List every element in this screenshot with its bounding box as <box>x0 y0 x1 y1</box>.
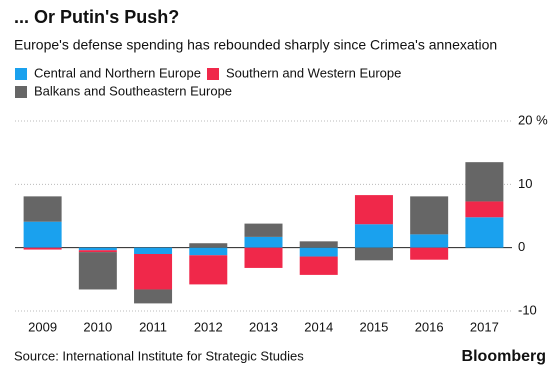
bar-segment <box>244 223 283 237</box>
bar-segment <box>354 247 393 261</box>
chart-title: ... Or Putin's Push? <box>14 7 179 27</box>
bar-segment <box>299 256 338 275</box>
x-tick-label: 2012 <box>194 319 223 334</box>
bar-segment <box>134 289 173 304</box>
x-tick-label: 2017 <box>470 319 499 334</box>
x-tick-label: 2014 <box>304 319 333 334</box>
chart-subtitle: Europe's defense spending has rebounded … <box>14 37 497 53</box>
bar-segment <box>189 243 228 248</box>
legend-label: Central and Northern Europe <box>34 65 201 80</box>
bar-segment <box>299 247 338 257</box>
legend-swatch <box>15 86 27 98</box>
y-tick-label: 10 <box>518 176 532 191</box>
bar-segment <box>244 247 283 268</box>
bar-segment <box>410 234 449 248</box>
bar-segment <box>465 162 504 202</box>
x-tick-label: 2015 <box>359 319 388 334</box>
legend-swatch <box>207 68 219 80</box>
bar-segment <box>410 196 449 235</box>
x-tick-label: 2011 <box>139 319 167 334</box>
bar-segment <box>189 247 228 256</box>
bar-segment <box>78 247 117 251</box>
bar-segment <box>189 255 228 285</box>
x-tick-label: 2009 <box>28 319 57 334</box>
bar-segment <box>23 196 62 222</box>
bar-segment <box>299 241 338 248</box>
bar-segment <box>78 250 117 253</box>
bar-segment <box>465 201 504 218</box>
bar-segment <box>410 247 449 260</box>
source: Source: International Institute for Stra… <box>14 348 304 363</box>
legend-label: Southern and Western Europe <box>226 65 401 80</box>
bar-segment <box>23 221 62 248</box>
bar-segment <box>78 252 117 290</box>
bar-segment <box>354 224 393 248</box>
x-tick-label: 2013 <box>249 319 278 334</box>
legend-label: Balkans and Southeastern Europe <box>34 83 232 98</box>
bar-segment <box>23 247 62 250</box>
y-tick-label: 0 <box>518 239 525 254</box>
bar-segment <box>244 236 283 248</box>
x-tick-label: 2016 <box>415 319 444 334</box>
legend-swatch <box>15 68 27 80</box>
bar-segment <box>465 217 504 248</box>
y-tick-label: 20 % <box>518 112 548 127</box>
y-tick-label: -10 <box>518 302 537 317</box>
bar-segment <box>134 254 173 290</box>
brand: Bloomberg <box>462 348 546 365</box>
bar-segment <box>354 195 393 225</box>
bar-segment <box>134 247 173 254</box>
x-tick-label: 2010 <box>83 319 112 334</box>
